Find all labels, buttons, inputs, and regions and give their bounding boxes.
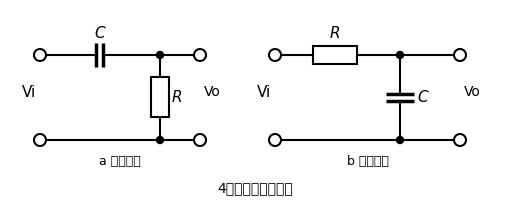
Text: C: C (95, 26, 105, 41)
Bar (151, 77, 168, 117)
Text: C: C (416, 90, 427, 105)
Circle shape (268, 134, 280, 146)
Text: R: R (172, 90, 182, 105)
Text: Vo: Vo (204, 85, 220, 99)
Text: Vi: Vi (22, 85, 36, 100)
Text: a 微分电路: a 微分电路 (99, 155, 140, 168)
Circle shape (34, 134, 46, 146)
Circle shape (156, 51, 163, 58)
Bar (313, 46, 356, 64)
Circle shape (453, 134, 465, 146)
Circle shape (453, 49, 465, 61)
Circle shape (193, 134, 206, 146)
Circle shape (268, 49, 280, 61)
Text: 4、微分和积分电路: 4、微分和积分电路 (217, 181, 292, 195)
Circle shape (34, 49, 46, 61)
Text: Vo: Vo (463, 85, 480, 99)
Text: b 积分电路: b 积分电路 (346, 155, 388, 168)
Text: R: R (329, 26, 340, 41)
Circle shape (156, 136, 163, 144)
Circle shape (395, 136, 403, 144)
Circle shape (395, 51, 403, 58)
Circle shape (193, 49, 206, 61)
Text: Vi: Vi (256, 85, 270, 100)
